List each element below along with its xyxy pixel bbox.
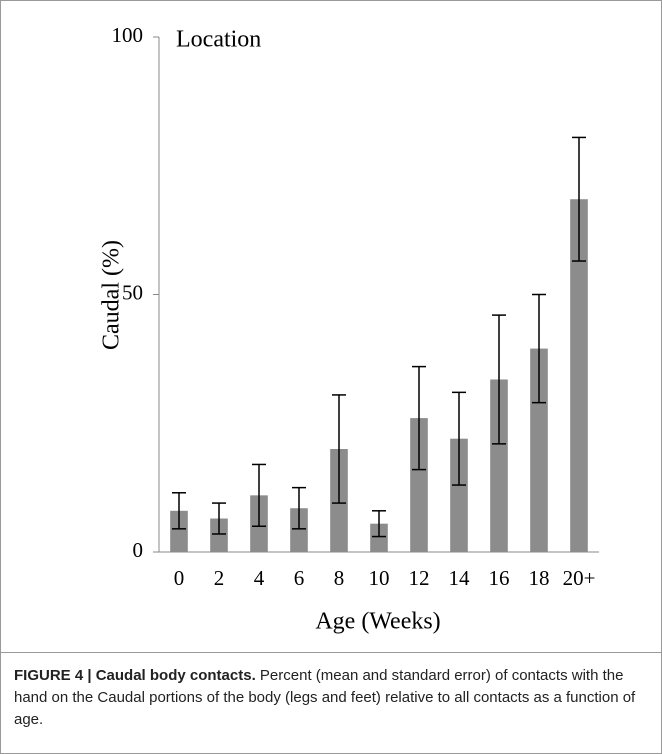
chart-title: Location	[176, 27, 261, 53]
x-tick-label: 4	[254, 566, 265, 590]
error-bar	[292, 486, 306, 530]
x-axis-label: Age (Weeks)	[315, 609, 440, 635]
bar	[410, 418, 428, 552]
error-bar	[252, 463, 266, 527]
error-bar	[372, 510, 386, 538]
error-bar	[492, 314, 506, 445]
y-axis-label: Caudal (%)	[99, 240, 125, 350]
error-bar	[332, 394, 346, 504]
bar	[370, 523, 388, 552]
error-bar	[172, 492, 186, 530]
bar	[210, 518, 228, 552]
y-tick-label: 50	[122, 280, 143, 304]
x-tick-label: 16	[489, 566, 510, 590]
caption: FIGURE 4 | Caudal body contacts. Percent…	[14, 665, 644, 731]
x-tick-label: 6	[294, 566, 305, 590]
bar	[290, 508, 308, 552]
x-tick-label: 20+	[563, 566, 596, 590]
error-bar	[452, 391, 466, 486]
x-tick-label: 10	[369, 566, 390, 590]
bar	[490, 379, 508, 552]
bar	[570, 199, 588, 552]
error-bar	[572, 136, 586, 262]
x-tick-label: 0	[174, 566, 185, 590]
error-bar	[412, 365, 426, 471]
x-tick-label: 14	[449, 566, 471, 590]
caption-label: FIGURE 4 | Caudal body contacts.	[14, 667, 256, 684]
y-tick-label: 0	[133, 538, 144, 562]
bar	[530, 348, 548, 552]
x-tick-label: 8	[334, 566, 345, 590]
separator	[1, 652, 661, 653]
x-tick-label: 18	[529, 566, 550, 590]
error-bar	[212, 502, 226, 535]
error-bar	[532, 293, 546, 404]
bar	[170, 510, 188, 552]
x-tick-label: 12	[409, 566, 430, 590]
bar	[450, 438, 468, 552]
chart: Location Age (Weeks) Caudal (%) 0 50 100 0 2…	[99, 23, 599, 635]
x-tick-label: 2	[214, 566, 225, 590]
y-tick-label: 100	[112, 23, 144, 47]
caption-text: Percent (mean and standard error) of con…	[14, 667, 636, 728]
